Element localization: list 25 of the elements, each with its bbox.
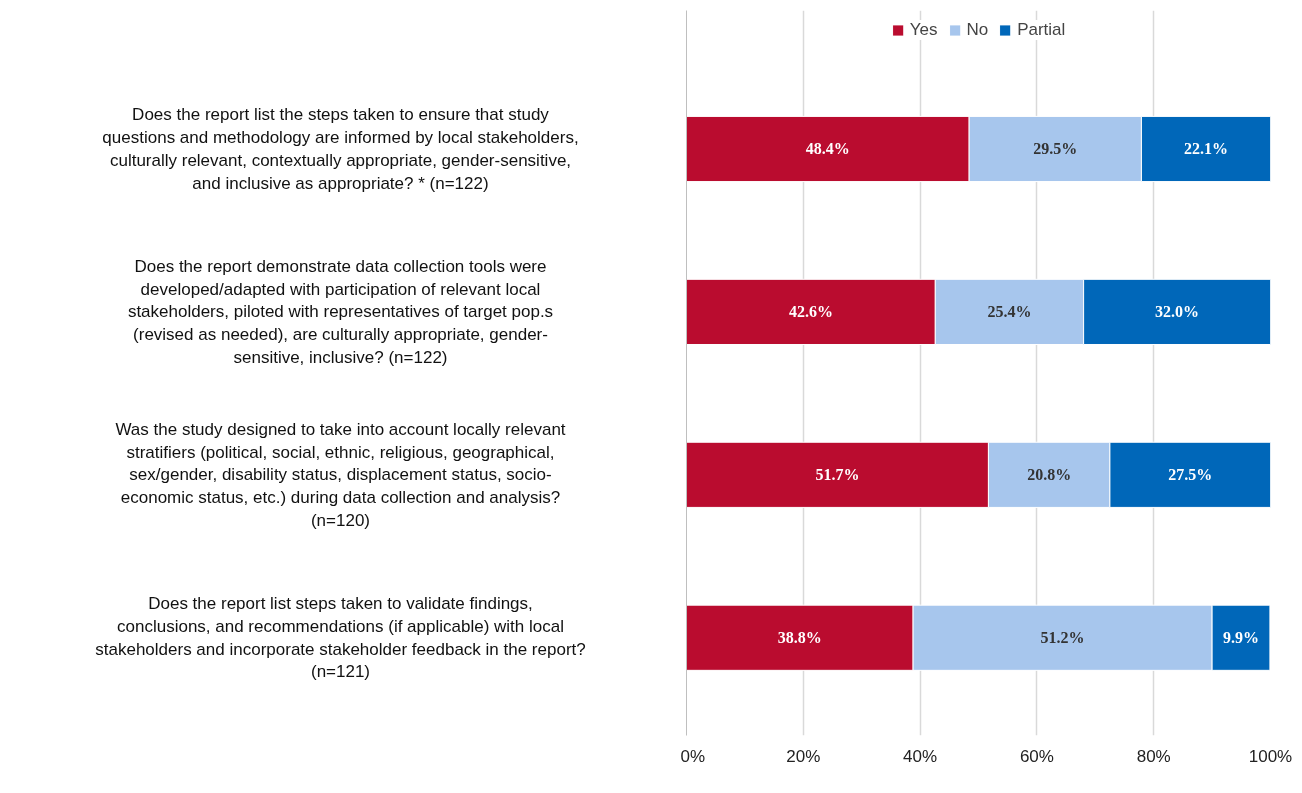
data-label: 42.6%	[788, 303, 833, 321]
x-tick-label: 40%	[903, 746, 938, 766]
data-label: 48.4%	[805, 140, 850, 158]
y-tick-label: Does the report demonstrate data collection tools were developed/adapted with participation of relevant local stakeholders, piloted with representatives of target pop.s (revised as needed), are culturally appropriate, gender-sensitive, inclusive? (n=122)	[127, 256, 554, 367]
x-tick-label: 20%	[786, 746, 821, 766]
data-label: 29.5%	[1033, 140, 1078, 158]
x-tick-label: 0%	[680, 746, 706, 766]
data-label: 25.4%	[987, 303, 1032, 321]
x-tick-label: 80%	[1136, 746, 1171, 766]
x-tick-label: 100%	[1248, 746, 1293, 766]
data-label: 32.0%	[1155, 303, 1200, 321]
data-label: 9.9%	[1223, 629, 1260, 647]
legend-label: Yes	[909, 20, 938, 40]
data-label: 38.8%	[777, 629, 822, 647]
y-tick-label: Does the report list the steps taken to ensure that study questions and methodology are informed by local stakeholders, culturally relevant, contextually appropriate, gender-sensitive, and inclusive as appropriate? * (n=122)	[102, 105, 579, 193]
y-tick-label: Was the study designed to take into account locally relevant stratifiers (political, social, ethnic, religious, geographical, sex/gender, disability status, displacement status, socio-economic status, etc.) during data collection and analysis? (n=120)	[115, 419, 566, 530]
data-label: 27.5%	[1168, 466, 1213, 484]
x-tick-label: 60%	[1019, 746, 1054, 766]
data-label: 20.8%	[1027, 466, 1072, 484]
legend-label: Partial	[1017, 20, 1066, 40]
data-label: 51.7%	[815, 466, 860, 484]
data-label: 51.2%	[1040, 629, 1085, 647]
y-tick-label: Does the report list steps taken to validate findings, conclusions, and recommendations (if applicable) with local stakeholders and incorporate stakeholder feedback in the report? (n=121)	[95, 594, 586, 682]
legend-label: No	[966, 20, 989, 40]
data-label: 22.1%	[1183, 140, 1228, 158]
